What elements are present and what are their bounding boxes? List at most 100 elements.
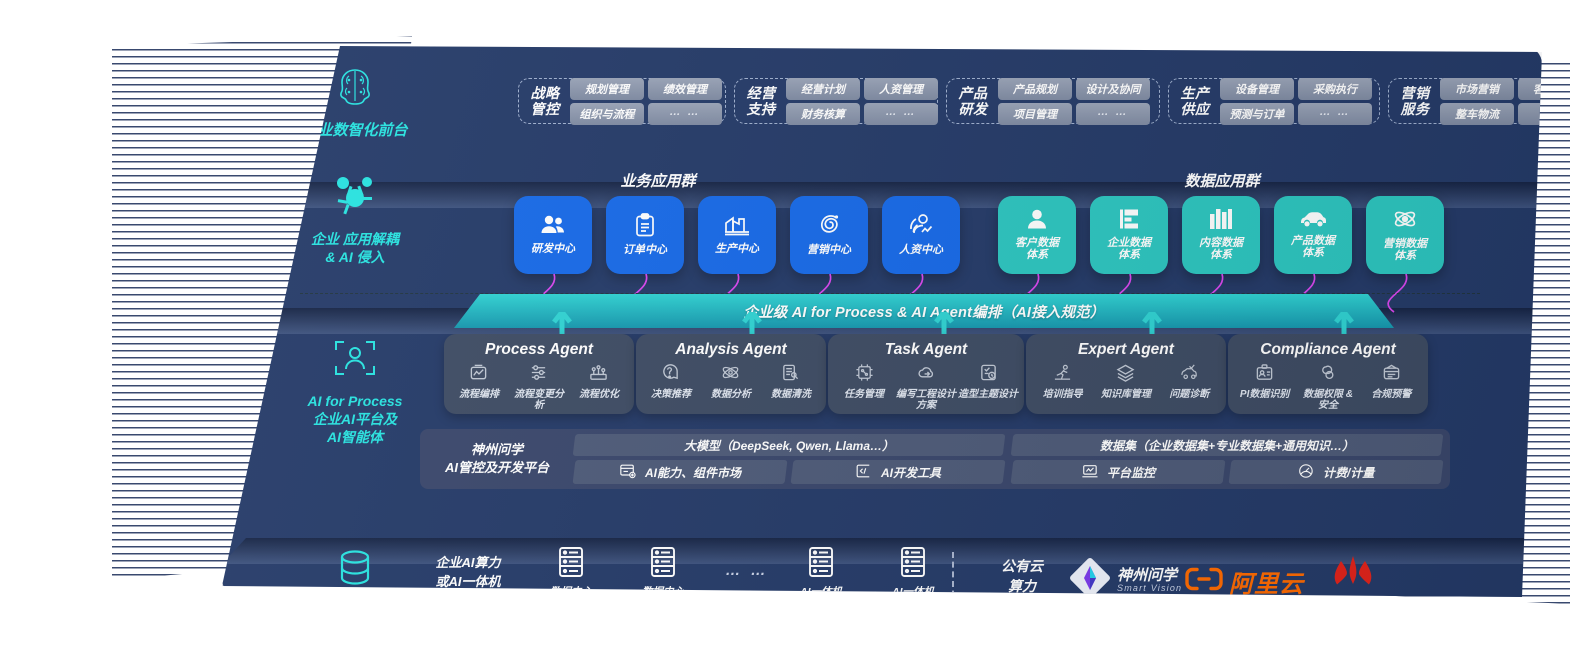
agent-title: Expert Agent [1078,341,1174,358]
agent-feature[interactable]: 培训指导 [1031,363,1094,400]
logo-huawei[interactable]: HUAWEI [1310,554,1396,597]
infra-node-4[interactable]: AI一体机 [870,546,956,597]
market-icon [619,463,637,482]
chip[interactable]: … … [1076,102,1150,125]
chip[interactable]: 设计及协同 [1076,77,1150,100]
chip[interactable]: 财务核算 [786,102,860,125]
ai-capability-market-button[interactable]: AI能力、组件市场 [572,460,788,484]
agent-feature[interactable]: 造型主题设计 [957,363,1018,400]
cloud-gear-icon [895,363,956,386]
agent-title: Analysis Agent [675,341,787,358]
chip[interactable]: 产品规划 [998,77,1072,100]
agent-feature[interactable]: 数据权限 & 安全 [1297,363,1360,412]
chip[interactable]: 采购执行 [1298,77,1372,100]
agent-title: Process Agent [485,341,593,358]
app-card-label: 研发中心 [531,243,575,255]
devtool-icon [855,463,873,482]
infra-node-1[interactable]: 数据中心 [620,546,706,597]
server-icon [556,547,586,582]
agent-feature[interactable]: 决策推荐 [641,363,700,400]
agent-title: Compliance Agent [1260,341,1396,358]
agent-feature[interactable]: 数据分析 [701,363,760,400]
app-card-production[interactable]: 生产中心 [698,196,776,274]
agent-card-analysis[interactable]: Analysis Agent 决策推荐 数据分析 数据清洗 [636,334,826,414]
large-model-row[interactable]: 大模型（DeepSeek, Qwen, Llama…） [572,434,1006,456]
chip[interactable]: 客户关系 [1518,77,1542,100]
chip[interactable]: 人资管理 [864,77,938,100]
layers-icon [1095,363,1158,386]
agent-feature[interactable]: 数据清洗 [761,363,820,400]
app-card-hr[interactable]: 人资中心 [882,196,960,274]
chip[interactable]: … … [1298,102,1372,125]
data-apps-title: 数据应用群 [1184,173,1260,190]
chip[interactable]: 预测与订单 [1220,102,1294,125]
target-icon [817,213,841,241]
logo-aliyun[interactable]: 阿里云 [1184,564,1304,597]
shield-cloud-icon [1297,363,1360,386]
chip[interactable]: 项目管理 [998,102,1072,125]
chip[interactable]: 组织与流程 [570,102,644,125]
aliyun-text: 阿里云 [1229,571,1304,597]
ai-devtool-button[interactable]: AI开发工具 [790,460,1006,484]
chip[interactable]: 设备管理 [1220,77,1294,100]
network-icon [833,363,894,386]
chip[interactable]: … … [648,102,722,125]
server-icon [648,547,678,582]
agent-card-expert[interactable]: Expert Agent 培训指导 知识库管理 问题诊断 [1026,334,1226,414]
sliders-icon [509,363,568,386]
diagnose-icon [1158,363,1221,386]
bulb-chat-icon [641,363,700,386]
group-name-1: 经营 支持 [746,84,776,117]
agent-card-process[interactable]: Process Agent 流程编排 流程变更分析 流程优化 [444,334,634,414]
data-card-marketing[interactable]: 营销数据 体系 [1366,196,1444,274]
data-card-content[interactable]: 内容数据 体系 [1182,196,1260,274]
agent-feature[interactable]: 问题诊断 [1158,363,1221,400]
agent-feature[interactable]: 流程优化 [569,363,628,400]
rail-label-app-decoupling: 企业 应用解耦 & AI 侵入 [311,231,399,265]
agent-feature[interactable]: 流程编排 [449,363,508,400]
data-card-label: 企业数据 体系 [1107,236,1151,262]
agent-feature[interactable]: 合规预警 [1360,363,1423,400]
orchestration-banner-text: 企业级 AI for Process & AI Agent编排（AI接入规范） [743,304,1105,321]
agent-feature[interactable]: PI数据识别 [1233,363,1296,400]
group-name-3: 生产 供应 [1180,84,1210,117]
chip[interactable]: 经营计划 [786,77,860,100]
app-card-rd[interactable]: 研发中心 [514,196,592,274]
optimize-icon [569,363,628,386]
strategy-group-0[interactable]: 战略 管控 规划管理 绩效管理 组织与流程 … … [518,77,726,125]
chip[interactable]: 规划管理 [570,77,644,100]
agent-feature[interactable]: 任务管理 [833,363,894,400]
billing-metering-button[interactable]: 计费/计量 [1228,460,1444,484]
chip[interactable]: 整车物流 [1440,102,1514,125]
logo-smart-vision[interactable]: 神州问学 Smart Vision [1070,558,1182,597]
app-card-order[interactable]: 订单中心 [606,196,684,274]
strategy-group-1[interactable]: 经营 支持 经营计划 人资管理 财务核算 … … [734,77,938,125]
chip[interactable]: … … [1518,102,1542,125]
data-card-customer[interactable]: 客户数据 体系 [998,196,1076,274]
chip[interactable]: 绩效管理 [648,77,722,100]
infra-public-cloud-label: 公有云 算力 [1001,558,1043,594]
agent-feature[interactable]: 流程变更分析 [509,363,568,412]
dataset-row[interactable]: 数据集（企业数据集+专业数据集+通用知识…） [1010,434,1444,456]
strategy-group-2[interactable]: 产品 研发 产品规划 设计及协同 项目管理 … … [946,77,1160,125]
infra-node-3[interactable]: AI一体机 [778,546,864,597]
chip[interactable]: … … [864,102,938,125]
data-card-label: 产品数据 体系 [1291,234,1335,260]
strategy-group-3[interactable]: 生产 供应 设备管理 采购执行 预测与订单 … … [1168,77,1380,125]
data-card-enterprise[interactable]: 企业数据 体系 [1090,196,1168,274]
app-card-marketing[interactable]: 营销中心 [790,196,868,274]
agent-card-compliance[interactable]: Compliance Agent PI数据识别 数据权限 & 安全 合规预警 [1228,334,1428,414]
platform-left-column: 大模型（DeepSeek, Qwen, Llama…） AI能力、组件市场 AI… [572,434,1006,484]
infra-node-0[interactable]: 数据中心 [528,546,614,597]
platform-monitor-button[interactable]: 平台监控 [1010,460,1226,484]
ai-platform-bar[interactable]: 神州问学 AI管控及开发平台 大模型（DeepSeek, Qwen, Llama…… [420,429,1450,489]
platform-right-column: 数据集（企业数据集+专业数据集+通用知识…） 平台监控 计费/计量 [1010,434,1444,484]
agent-feature[interactable]: 编写工程设计方案 [895,363,956,412]
agent-feature[interactable]: 知识库管理 [1095,363,1158,400]
chip[interactable]: 市场营销 [1440,77,1514,100]
data-card-product[interactable]: 产品数据 体系 [1274,196,1352,274]
agent-card-task[interactable]: Task Agent 任务管理 编写工程设计方案 造型主题设计 [828,334,1024,414]
rail-label-ai-for-process: AI for Process 企业AI平台及 AI智能体 [307,393,403,445]
arrow-up-icon [552,312,572,338]
